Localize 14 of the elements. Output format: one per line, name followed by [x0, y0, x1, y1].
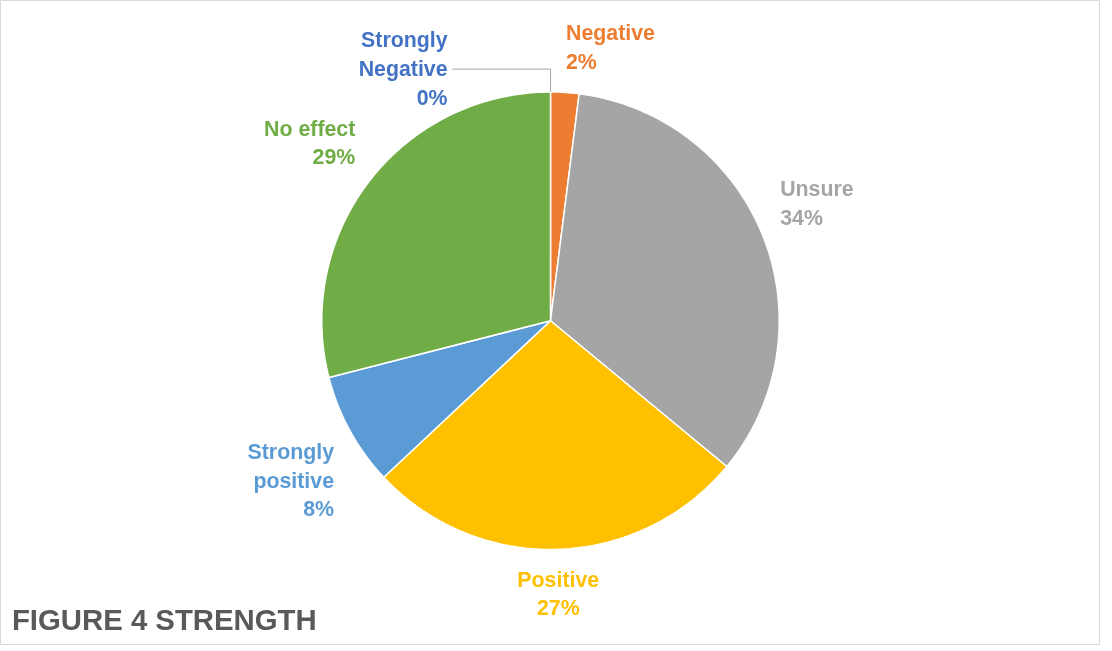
data-label: 34% — [780, 205, 823, 230]
slice-label: Strongly positive — [247, 439, 335, 493]
slice-label: Unsure — [780, 176, 854, 201]
slice-label: Positive — [517, 567, 600, 592]
data-label: 2% — [566, 50, 597, 75]
category-label: Strongly — [361, 28, 448, 53]
slice-label: No effect — [264, 116, 356, 141]
slice-label: Negative — [358, 57, 448, 82]
data-label: 27% — [536, 596, 580, 621]
text: FIGURE 4 STRENGTH — [11, 603, 317, 637]
data-label: 8% — [303, 497, 335, 522]
text: 0% — [416, 85, 448, 110]
data-label: 29% — [312, 145, 356, 170]
slice-label: Negative — [566, 21, 656, 46]
